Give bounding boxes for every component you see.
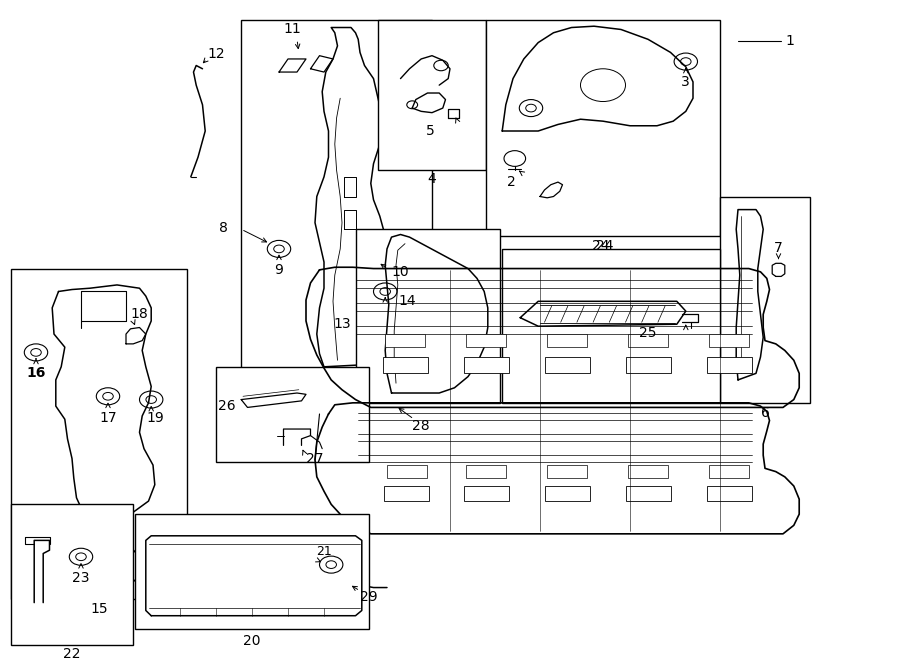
Text: 17: 17: [99, 411, 117, 425]
Bar: [216, 367, 369, 462]
Text: 27: 27: [306, 451, 324, 465]
Text: 28: 28: [412, 419, 430, 433]
Bar: [466, 334, 506, 347]
Bar: [706, 486, 752, 501]
Bar: [387, 465, 427, 478]
Bar: [11, 268, 187, 600]
Text: 3: 3: [681, 75, 690, 89]
Text: 4: 4: [428, 173, 436, 186]
Text: 14: 14: [398, 294, 416, 308]
Text: 25: 25: [639, 326, 657, 340]
Text: 24: 24: [592, 239, 610, 253]
Text: 6: 6: [760, 406, 770, 420]
Text: 22: 22: [63, 646, 81, 661]
Bar: [706, 357, 752, 373]
Text: 7: 7: [774, 241, 783, 254]
Text: 24: 24: [596, 239, 614, 253]
Text: 29: 29: [360, 590, 378, 604]
Bar: [382, 357, 428, 373]
Bar: [709, 334, 749, 347]
Bar: [720, 196, 810, 403]
Bar: [464, 486, 508, 501]
Text: 9: 9: [274, 263, 284, 277]
Text: 13: 13: [333, 317, 351, 331]
Bar: [378, 20, 486, 171]
Bar: [626, 357, 670, 373]
Bar: [464, 357, 508, 373]
Text: 19: 19: [147, 411, 165, 425]
Bar: [544, 486, 590, 501]
Bar: [628, 334, 668, 347]
Bar: [135, 514, 369, 629]
Text: 11: 11: [284, 22, 302, 36]
Text: 12: 12: [207, 47, 225, 61]
Text: 18: 18: [130, 307, 148, 321]
Bar: [628, 465, 668, 478]
Bar: [384, 486, 429, 501]
Text: 5: 5: [426, 124, 435, 138]
Bar: [11, 504, 133, 645]
Bar: [502, 249, 720, 403]
Text: 16: 16: [26, 366, 46, 380]
Bar: [466, 465, 506, 478]
Text: 26: 26: [218, 399, 236, 413]
Text: 23: 23: [72, 570, 90, 585]
Text: 8: 8: [219, 221, 228, 235]
Bar: [547, 334, 587, 347]
Text: 20: 20: [243, 634, 261, 648]
Text: 1: 1: [786, 34, 795, 48]
Bar: [544, 357, 590, 373]
Text: 10: 10: [392, 265, 410, 279]
Text: 21: 21: [316, 545, 332, 558]
Bar: [486, 20, 720, 236]
Bar: [626, 486, 670, 501]
Bar: [385, 334, 425, 347]
Text: 2: 2: [507, 175, 516, 189]
Text: 15: 15: [90, 602, 108, 616]
Bar: [709, 465, 749, 478]
Bar: [241, 20, 432, 373]
Bar: [356, 229, 500, 403]
Bar: [547, 465, 587, 478]
